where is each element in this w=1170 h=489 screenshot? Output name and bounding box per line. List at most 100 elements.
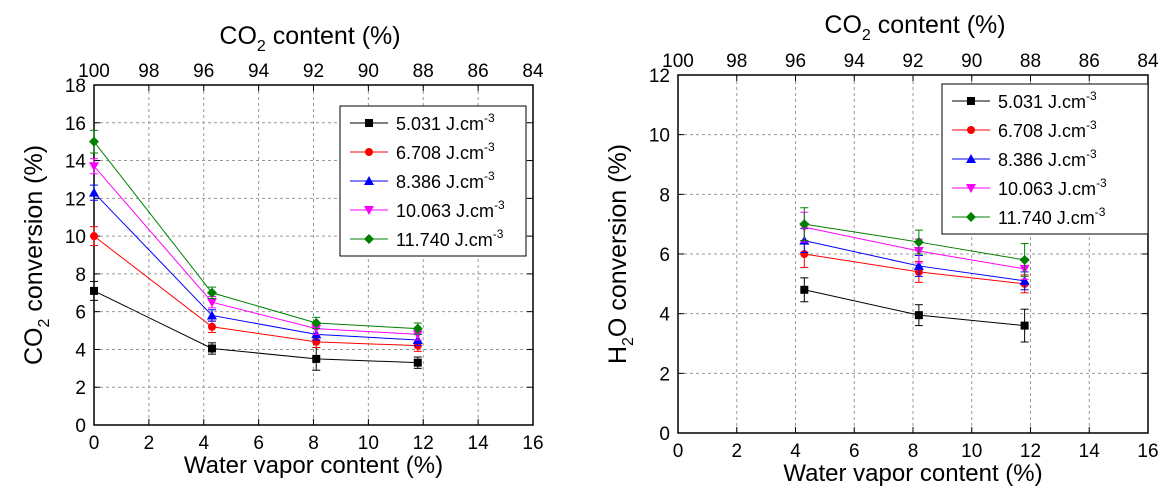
legend-label-sup: -3 — [1096, 176, 1107, 190]
legend-label-sup: -3 — [494, 198, 505, 212]
y-tick-label: 10 — [649, 126, 670, 147]
data-point-marker — [207, 322, 216, 331]
top-axis-label-sub: 2 — [257, 38, 266, 55]
chart-panel-1: 0 2 4 6 8 10 12 14 16 100 98 96 94 92 90 88 86 84 0 2 4 6 8 10 1… — [20, 22, 544, 479]
x-axis-label: Water vapor content (%) — [184, 452, 443, 479]
x-tick-label: 14 — [468, 433, 490, 454]
x-tick-label: 8 — [908, 441, 919, 462]
legend-label-text: 5.031 J.cm — [998, 92, 1086, 112]
y-tick-label: 12 — [65, 189, 86, 210]
data-point-marker — [1019, 254, 1030, 265]
legend-label-sup: -3 — [484, 169, 495, 183]
legend-label-sup: -3 — [484, 111, 495, 125]
x-tick-label: 16 — [522, 433, 543, 454]
x-tick-label: 14 — [1079, 441, 1101, 462]
top-tick-label: 92 — [902, 51, 923, 72]
top-tick-label: 98 — [726, 51, 747, 72]
x-tick-label: 10 — [961, 441, 982, 462]
legend-label-sup: -3 — [1086, 89, 1097, 103]
legend-label: 10.063 J.cm-3 — [998, 176, 1107, 199]
legend-label: 6.708 J.cm-3 — [396, 140, 495, 163]
legend-label: 5.031 J.cm-3 — [396, 111, 495, 134]
y-tick-label: 8 — [659, 185, 670, 206]
x-tick-label: 6 — [253, 433, 264, 454]
y-tick-label: 0 — [75, 416, 86, 437]
legend-label-text: 11.740 J.cm — [396, 230, 493, 250]
x-tick-label: 10 — [358, 433, 379, 454]
y-axis-label-tail: conversion (%) — [20, 145, 48, 319]
legend-label-text: 8.386 J.cm — [998, 150, 1086, 170]
data-point-marker — [800, 250, 809, 258]
data-point-marker — [1020, 321, 1029, 330]
legend-label: 8.386 J.cm-3 — [396, 169, 495, 192]
x-tick-label: 4 — [198, 433, 209, 454]
y-tick-label: 2 — [75, 378, 86, 399]
y-tick-label: 8 — [75, 265, 86, 286]
series-5 — [89, 129, 423, 335]
data-point-marker — [90, 286, 98, 295]
x-tick-label: 2 — [731, 441, 742, 462]
data-point-marker — [206, 287, 217, 298]
legend-label-sup: -3 — [1086, 147, 1097, 161]
x-tick-label: 6 — [849, 441, 860, 462]
x-tick-label: 4 — [790, 441, 801, 462]
series-line — [804, 289, 1025, 327]
y-tick-label: 0 — [659, 424, 670, 445]
legend-label-sup: -3 — [1086, 118, 1097, 132]
data-point-marker — [89, 136, 99, 147]
y-axis-label: CO2 conversion (%) — [20, 145, 53, 365]
series-1 — [800, 277, 1029, 343]
y-axis-label-main: CO — [20, 328, 48, 366]
top-axis-label-main: CO — [824, 11, 862, 39]
y-tick-label: 12 — [649, 66, 670, 87]
top-tick-label: 98 — [138, 61, 159, 82]
top-tick-label: 94 — [248, 61, 270, 82]
legend-label-sup: -3 — [484, 140, 495, 154]
data-point-marker — [913, 260, 924, 270]
top-tick-label: 100 — [78, 61, 110, 82]
top-axis-label: CO2 content (%) — [219, 22, 400, 55]
top-tick-label: 90 — [961, 51, 982, 72]
legend: 5.031 J.cm-3 6.708 J.cm-3 8.386 J.cm-3 10.0… — [339, 105, 527, 257]
series-5 — [799, 207, 1030, 277]
x-axis-label: Water vapor content (%) — [783, 460, 1042, 487]
x-tick-label: 16 — [1137, 441, 1158, 462]
legend-label: 10.063 J.cm-3 — [396, 198, 505, 221]
legend-label: 11.740 J.cm-3 — [396, 227, 504, 250]
legend-marker — [967, 126, 975, 134]
x-tick-label: 12 — [413, 433, 434, 454]
y-tick-label: 6 — [659, 245, 670, 266]
legend-label: 6.708 J.cm-3 — [998, 118, 1097, 141]
legend: 5.031 J.cm-36.708 J.cm-38.386 J.cm-310.0… — [941, 83, 1149, 235]
x-tick-label: 8 — [308, 433, 319, 454]
top-axis-label-tail: content (%) — [871, 11, 1006, 39]
top-tick-label: 88 — [1020, 51, 1041, 72]
y-tick-label: 4 — [659, 305, 670, 326]
top-tick-label: 90 — [358, 61, 379, 82]
series-line — [93, 290, 418, 364]
data-point-marker — [800, 285, 809, 294]
y-tick-label: 4 — [75, 340, 86, 361]
series-line — [93, 192, 418, 341]
legend-label-text: 11.740 J.cm — [998, 208, 1095, 228]
legend-marker — [364, 176, 374, 185]
x-tick-label: 0 — [673, 441, 684, 462]
legend-marker — [365, 119, 373, 127]
series-2 — [800, 240, 1029, 294]
data-point-marker — [89, 187, 99, 197]
data-point-marker — [89, 162, 99, 172]
y-axis-label-main: H — [604, 346, 632, 364]
top-tick-label: 88 — [413, 61, 434, 82]
top-tick-label: 96 — [193, 61, 214, 82]
y-tick-label: 2 — [659, 364, 670, 385]
legend-marker — [364, 206, 374, 215]
top-tick-label: 100 — [662, 51, 694, 72]
legend-marker — [364, 234, 374, 244]
legend-label: 11.740 J.cm-3 — [998, 205, 1106, 228]
top-tick-label: 94 — [844, 51, 866, 72]
data-point-marker — [412, 323, 423, 334]
y-axis-label-sub: 2 — [36, 319, 53, 328]
top-axis-label-sub: 2 — [862, 27, 871, 44]
series-line — [804, 240, 1025, 282]
chart-panel-2: 0 2 4 6 8 10 12 14 16 100 98 96 94 92 90 88 86 84 0 2 4 6 8 10 1… — [604, 11, 1159, 487]
